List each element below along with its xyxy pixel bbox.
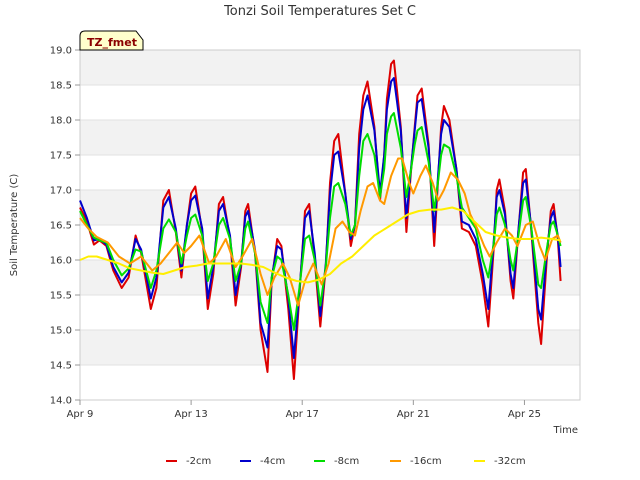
y-tick-label: 16.5 <box>50 221 72 232</box>
legend-label: -16cm <box>410 456 442 467</box>
y-tick-label: 14.0 <box>50 396 72 407</box>
band <box>80 50 580 85</box>
x-axis-label: Time <box>553 425 578 436</box>
legend: -2cm -4cm -8cm -16cm -32cm <box>166 456 526 467</box>
y-tick-label: 19.0 <box>50 46 72 57</box>
x-tick-label: Apr 9 <box>67 409 94 420</box>
x-tick-label: Apr 13 <box>175 409 208 420</box>
x-tick-label: Apr 21 <box>397 409 430 420</box>
y-tick-label: 14.5 <box>50 361 72 372</box>
y-axis-ticks: 14.0 14.5 15.0 15.5 16.0 16.5 17.0 17.5 18.0 18.5… <box>50 46 80 407</box>
legend-label: -4cm <box>260 456 285 467</box>
band <box>80 260 580 295</box>
y-tick-label: 16.0 <box>50 256 72 267</box>
chart-title: Tonzi Soil Temperatures Set C <box>223 4 416 19</box>
band <box>80 365 580 400</box>
y-tick-label: 18.0 <box>50 116 72 127</box>
series-line-m32cm <box>79 206 561 284</box>
band <box>80 330 580 365</box>
band <box>80 120 580 155</box>
series-line-m16cm <box>79 157 562 307</box>
band <box>80 85 580 120</box>
y-tick-label: 17.5 <box>50 151 72 162</box>
band <box>80 295 580 330</box>
y-tick-label: 15.0 <box>50 326 72 337</box>
y-axis-label: Soil Temperature (C) <box>9 174 20 277</box>
legend-label: -2cm <box>186 456 211 467</box>
series-line-m8cm <box>79 112 562 331</box>
tag-label: TZ_fmet <box>87 36 137 49</box>
x-tick-label: Apr 17 <box>286 409 319 420</box>
x-tick-label: Apr 25 <box>508 409 541 420</box>
legend-label: -32cm <box>494 456 526 467</box>
y-tick-label: 17.0 <box>50 186 72 197</box>
y-tick-label: 18.5 <box>50 81 72 92</box>
y-tick-label: 15.5 <box>50 291 72 302</box>
tag-box: TZ_fmet <box>79 30 144 51</box>
legend-label: -8cm <box>334 456 359 467</box>
series-lines <box>79 59 562 380</box>
x-axis-ticks: Apr 9 Apr 13 Apr 17 Apr 21 Apr 25 <box>67 400 541 420</box>
